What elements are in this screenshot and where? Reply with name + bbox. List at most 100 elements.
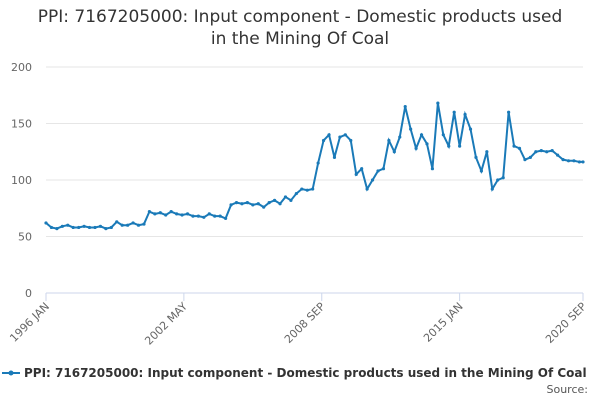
point	[398, 135, 402, 139]
point	[66, 223, 70, 227]
point	[224, 216, 228, 221]
point	[485, 150, 489, 154]
point	[474, 155, 478, 159]
point	[229, 203, 233, 207]
point	[566, 159, 571, 163]
point	[218, 214, 222, 218]
x-tick-label: 1996 JAN	[7, 300, 52, 345]
point	[496, 178, 500, 182]
point	[381, 167, 386, 171]
y-tick-label: 150	[11, 118, 32, 131]
point	[311, 187, 315, 191]
point	[387, 138, 391, 143]
point	[392, 150, 396, 154]
point	[305, 188, 309, 192]
point	[44, 221, 48, 225]
point	[136, 223, 141, 227]
point	[120, 223, 124, 227]
point	[556, 153, 560, 157]
point	[332, 155, 337, 159]
point	[267, 201, 271, 205]
point	[115, 220, 119, 224]
point	[561, 158, 565, 162]
point	[158, 211, 162, 215]
point	[234, 201, 239, 205]
point	[202, 215, 206, 219]
point	[512, 144, 516, 148]
point	[147, 210, 152, 214]
point	[126, 223, 130, 227]
point	[55, 226, 59, 231]
point	[321, 138, 326, 143]
point	[365, 187, 369, 191]
point	[550, 149, 554, 153]
line	[45, 102, 583, 230]
point	[370, 178, 375, 182]
point	[528, 155, 532, 159]
x-tick-label: 2008 SEP	[282, 300, 328, 346]
point	[581, 160, 585, 164]
point	[191, 214, 195, 218]
chart-title: PPI: 7167205000: Input component - Domes…	[37, 7, 563, 49]
source: Source:	[547, 383, 589, 396]
point	[354, 172, 358, 176]
legend-marker	[8, 370, 14, 376]
point	[49, 225, 54, 230]
point	[517, 146, 522, 150]
point	[175, 212, 179, 216]
y-tick-label: 200	[11, 61, 32, 74]
point	[349, 138, 353, 143]
x-tick-label: 2002 MAY	[142, 300, 190, 348]
point	[93, 225, 97, 230]
point	[430, 167, 435, 171]
point	[545, 150, 549, 154]
point	[196, 214, 200, 218]
point	[60, 224, 64, 228]
point	[169, 210, 173, 214]
point	[180, 213, 184, 217]
point	[272, 198, 277, 202]
point	[441, 133, 445, 137]
point	[414, 146, 418, 150]
point	[501, 176, 505, 180]
x-tick-label: 2015 JAN	[421, 300, 466, 345]
point	[213, 214, 217, 218]
point	[77, 225, 81, 230]
point	[262, 205, 266, 209]
point	[403, 104, 407, 109]
point	[283, 195, 288, 199]
point	[468, 127, 473, 131]
point	[289, 198, 293, 202]
point	[409, 127, 413, 131]
point	[360, 167, 364, 171]
point	[376, 169, 380, 173]
point	[251, 203, 255, 207]
point	[294, 191, 298, 196]
y-tick-label: 50	[18, 231, 32, 244]
point	[245, 201, 249, 205]
point	[327, 133, 331, 137]
x-tick-label: 2020 SEP	[543, 300, 589, 346]
point	[164, 213, 168, 217]
point	[71, 225, 75, 230]
point	[507, 110, 511, 114]
point	[98, 224, 103, 228]
point	[300, 187, 304, 191]
legend-label: PPI: 7167205000: Input component - Domes…	[24, 366, 587, 380]
point	[479, 169, 484, 173]
point	[278, 202, 282, 206]
point	[185, 212, 190, 216]
point	[338, 135, 342, 139]
point	[316, 161, 320, 165]
point	[452, 110, 456, 114]
point	[87, 225, 92, 230]
point	[425, 142, 429, 146]
point	[256, 202, 260, 206]
y-tick-label: 0	[25, 287, 32, 300]
point	[447, 144, 451, 148]
point	[539, 149, 543, 153]
point	[109, 225, 113, 230]
point	[131, 221, 135, 225]
